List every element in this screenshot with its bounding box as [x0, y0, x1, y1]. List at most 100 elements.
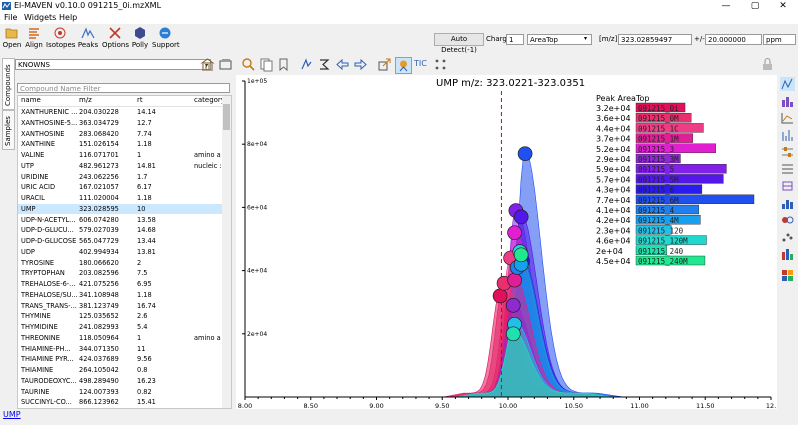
cell-rt: 14.81	[137, 161, 156, 170]
status-compound-link[interactable]: UMP	[3, 410, 21, 419]
grid-icon[interactable]	[433, 57, 448, 72]
isotopes-button[interactable]: Isotopes	[46, 26, 75, 53]
forward-arrow-icon[interactable]	[353, 57, 368, 72]
table-row[interactable]: THIAMINE-PH... 344.071350 11	[18, 344, 223, 354]
database-icon[interactable]	[218, 57, 233, 72]
library-icon[interactable]	[200, 57, 215, 72]
mz-input[interactable]: 323.02859497	[618, 34, 692, 45]
table-row[interactable]: THYMINE 125.035652 2.6	[18, 311, 223, 321]
lock-icon[interactable]	[760, 57, 775, 72]
support-button[interactable]: Support	[152, 26, 180, 53]
histogram-icon[interactable]	[780, 196, 795, 210]
copy-icon[interactable]	[259, 57, 274, 72]
tab-samples[interactable]: Samples	[2, 110, 15, 150]
heatmap-icon[interactable]	[780, 268, 795, 282]
ppm-input[interactable]: 20.000000	[705, 34, 762, 45]
peak-marker[interactable]	[513, 247, 529, 263]
maximize-button[interactable]: ▢	[750, 1, 760, 11]
list-icon[interactable]	[780, 162, 795, 176]
peak-marker[interactable]	[517, 146, 533, 162]
table-row[interactable]: THYMIDINE 241.082993 5.4	[18, 322, 223, 332]
table-row[interactable]: TRANS_TRANS-... 381.123749 16.74	[18, 301, 223, 311]
table-row[interactable]: URIDINE 243.062256 1.7	[18, 172, 223, 182]
cell-name: TRYPTOPHAN	[21, 269, 65, 278]
open-button[interactable]: Open	[2, 26, 22, 53]
ppm-unit-select[interactable]: ppm	[763, 34, 796, 45]
peak-marker[interactable]	[507, 225, 522, 241]
zoom-icon[interactable]	[241, 57, 256, 72]
table-row[interactable]: UDP-D-GLUCOSE 565.047729 13.44	[18, 236, 223, 246]
table-row[interactable]: TAURINE 124.007393 0.82	[18, 387, 223, 397]
table-row[interactable]: XANTHINE 151.026154 1.18	[18, 139, 223, 149]
table-row[interactable]: UDP-D-GLUCU... 579.027039 14.68	[18, 225, 223, 235]
peak-marker[interactable]	[505, 326, 521, 342]
peak-marker[interactable]	[492, 288, 508, 304]
table-row[interactable]: UMP 323.028595 10	[18, 203, 223, 214]
table-row[interactable]: TAURODEOXYC... 498.289490 16.23	[18, 376, 223, 386]
charge-spinbox[interactable]: 1	[506, 34, 524, 45]
table-row[interactable]: THREONINE 118.050964 1 amino a	[18, 333, 223, 343]
minimize-button[interactable]: —	[721, 1, 731, 11]
stats-icon[interactable]	[780, 247, 795, 261]
peaks-table-icon[interactable]	[780, 77, 795, 91]
table-row[interactable]: UDP 402.994934 13.81	[18, 247, 223, 257]
tab-compounds[interactable]: Compounds	[2, 58, 15, 110]
ms-spectrum-icon[interactable]	[780, 128, 795, 142]
chart-icon[interactable]	[780, 111, 795, 125]
table-row[interactable]: UTP 482.961273 14.81 nucleic :	[18, 161, 223, 171]
table-row[interactable]: TREHALOSE/SU... 341.108948 1.18	[18, 290, 223, 300]
table-row[interactable]: THIAMINE PYR... 424.037689 9.56	[18, 354, 223, 364]
align-button[interactable]: Align	[24, 26, 44, 53]
formula-icon[interactable]	[317, 57, 332, 72]
table-row[interactable]: VALINE 116.071701 1 amino a	[18, 150, 223, 160]
menu-widgets[interactable]: Widgets	[24, 13, 57, 22]
table-row[interactable]: XANTHURENIC ... 204.030228 14.14	[18, 107, 223, 117]
tic-button[interactable]: TIC	[414, 59, 427, 68]
table-row[interactable]: URACIL 111.020004 1.18	[18, 193, 223, 203]
legend-sample-name: 091215_240M	[638, 257, 688, 266]
auto-detect-button[interactable]: Auto Detect(-1)	[434, 33, 484, 54]
table-row[interactable]: SUCCINYL-CO... 866.123962 15.41	[18, 397, 223, 407]
box-plot-icon[interactable]	[780, 179, 795, 193]
peaks-button[interactable]: Peaks	[77, 26, 99, 53]
menu-help[interactable]: Help	[59, 13, 78, 22]
back-arrow-icon[interactable]	[335, 57, 350, 72]
legend-value: 7.7e+04	[596, 196, 631, 205]
legend-bar	[635, 163, 727, 174]
menu-file[interactable]: File	[4, 13, 18, 22]
eic-chart[interactable]: 8.00 8.50 9.00 9.50 10.00 10.50 11.00 11.50 12. 2…	[236, 75, 777, 410]
peak-marker[interactable]	[513, 209, 529, 225]
peak-marker[interactable]	[507, 272, 522, 288]
table-row[interactable]: XANTHOSINE-5... 363.034729 12.7	[18, 118, 223, 128]
table-row[interactable]: XANTHOSINE 283.068420 7.74	[18, 129, 223, 139]
scrollbar-thumb[interactable]	[223, 104, 230, 130]
col-rt-header[interactable]: rt	[137, 96, 143, 104]
col-category-header[interactable]: category	[194, 96, 224, 104]
isotope-plot-icon[interactable]	[780, 213, 795, 227]
polly-button[interactable]: Polly	[130, 26, 150, 53]
col-name-header[interactable]: name	[21, 96, 41, 104]
table-scrollbar[interactable]	[222, 96, 231, 408]
integrate-icon[interactable]	[299, 57, 314, 72]
adjust-icon[interactable]	[780, 145, 795, 159]
table-row[interactable]: TREHALOSE-6-... 421.075256 6.95	[18, 279, 223, 289]
close-button[interactable]: ✕	[779, 1, 787, 11]
compound-filter-input[interactable]: Compound Name Filter	[17, 83, 230, 93]
table-row[interactable]: TYROSINE 180.066620 2	[18, 258, 223, 268]
table-row[interactable]: THIAMINE 264.105042 0.8	[18, 365, 223, 375]
export-icon[interactable]	[377, 57, 392, 72]
bookmark-icon[interactable]	[276, 57, 291, 72]
col-mz-header[interactable]: m/z	[79, 96, 92, 104]
ms2-toggle-icon[interactable]	[395, 57, 412, 74]
scatter-icon[interactable]	[780, 230, 795, 244]
eic-plot[interactable]: 8.00 8.50 9.00 9.50 10.00 10.50 11.00 11.50 12. 2…	[236, 75, 777, 410]
table-row[interactable]: TRYPTOPHAN 203.082596 7.5	[18, 268, 223, 278]
quant-type-select[interactable]: AreaTop	[527, 34, 592, 45]
table-row[interactable]: URIC ACID 167.021057 6.17	[18, 182, 223, 192]
table-row[interactable]: UDP-N-ACETYL... 606.074280 13.58	[18, 215, 223, 225]
compound-table[interactable]: name m/z rt category XANTHURENIC ... 204.…	[17, 95, 232, 409]
options-button[interactable]: Options	[102, 26, 129, 53]
bar-chart-icon[interactable]	[780, 94, 795, 108]
peak-marker[interactable]	[505, 298, 521, 313]
database-select[interactable]: KNOWNS ▾	[15, 59, 211, 70]
